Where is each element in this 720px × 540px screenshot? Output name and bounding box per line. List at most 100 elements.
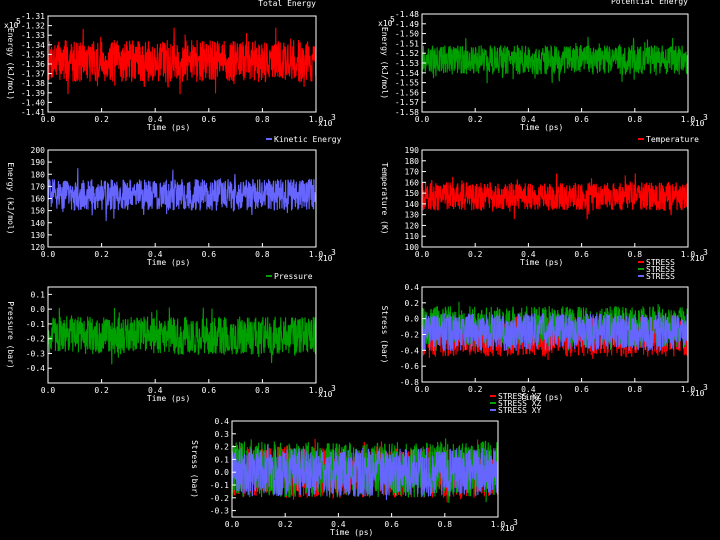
x-tick-label: 0.8 [255,115,270,124]
y-tick-label: 140 [405,200,420,209]
x-tick-label: 0.0 [415,385,430,394]
y-tick-label: 130 [405,211,420,220]
x-tick-label: 0.2 [94,115,109,124]
x-tick-label: 0.2 [468,115,483,124]
x-multiplier-exp: 3 [703,383,708,392]
y-tick-label: 0.0 [215,468,230,477]
y-axis-label: Energy (kJ/mol) [6,162,15,234]
y-tick-label: -1.31 [21,12,45,21]
x-tick-label: 0.8 [628,250,643,259]
y-tick-label: 0.0 [405,315,420,324]
x-axis-label: Time (ps) [330,528,373,537]
x-tick-label: 0.2 [94,250,109,259]
y-tick-label: -1.58 [395,108,419,117]
y-tick-label: -1.52 [395,49,419,58]
chart-7: 0.4 0.3 0.2 0.1 0.0 -0.1 -0.2 -0.3 0.0 0.2 0.4 0.6 0… [190,392,542,537]
x-tick-label: 0.4 [521,115,536,124]
y-tick-label: -0.1 [26,320,45,329]
y-tick-label: -1.57 [395,98,419,107]
x-tick-label: 0.4 [521,250,536,259]
plot-frame [231,420,499,518]
legend-entry: STRESS YZ [498,392,542,401]
legend-entry: STRESS XZ [498,399,542,408]
legend: Temperature [638,135,699,144]
y-tick-label: 170 [31,182,46,191]
x-axis-label: Time (ps) [520,123,563,132]
y-tick-label: 200 [31,146,46,155]
series-line-3 [231,444,499,501]
y-tick-label: 180 [31,170,46,179]
y-tick-label: 160 [405,178,420,187]
y-multiplier-label: x10 [378,19,393,28]
y-tick-label: 0.4 [215,417,230,426]
series-line-1 [421,36,689,84]
y-tick-label: -1.33 [21,31,45,40]
x-tick-label: 0.2 [468,250,483,259]
series-line-2 [421,301,689,352]
x-multiplier-exp: 3 [331,248,336,257]
x-axis-label: Time (ps) [147,258,190,267]
y-tick-label: -1.35 [21,50,45,59]
y-tick-label: -0.2 [400,331,419,340]
y-tick-label: 0.1 [31,290,46,299]
series-line-1 [47,168,317,222]
legend: Pressure [266,272,313,281]
y-axis-label: Energy (kJ/mol) [6,28,15,100]
chart-title: Total Energy [258,0,316,8]
x-multiplier-label: x10 [318,390,333,399]
y-tick-label: 180 [405,157,420,166]
x-tick-label: 0.6 [574,385,589,394]
y-tick-label: 170 [405,168,420,177]
y-tick-label: -0.6 [400,362,419,371]
x-tick-label: 0.8 [628,385,643,394]
x-tick-label: 0.0 [41,386,56,395]
x-tick-label: 0.6 [202,250,217,259]
y-tick-label: -1.55 [395,79,419,88]
y-tick-label: -1.34 [21,41,45,50]
x-tick-label: 0.0 [225,520,240,529]
y-tick-label: 0.3 [215,430,230,439]
x-multiplier-label: x10 [690,389,705,398]
x-tick-label: 0.8 [255,386,270,395]
series-line-1 [421,173,689,220]
x-tick-label: 0.6 [384,520,399,529]
x-tick-label: 0.6 [202,115,217,124]
legend-entry: STRESS [646,272,675,281]
legend-entry: Temperature [646,135,699,144]
series-line-3 [421,311,689,353]
y-axis-label: Stress (bar) [380,306,389,364]
series-line-1 [47,27,317,95]
x-axis-label: Time (ps) [520,393,563,402]
y-tick-label: -1.38 [21,79,45,88]
x-tick-label: 0.4 [521,385,536,394]
x-tick-label: 0.8 [255,250,270,259]
x-tick-label: 1.0 [681,250,696,259]
y-tick-label: 160 [31,195,46,204]
y-tick-label: -1.50 [395,30,419,39]
legend-entry: Pressure [274,272,313,281]
legend: Kinetic Energy [266,135,342,144]
legend-entry: STRESS [646,265,675,274]
x-tick-label: 0.8 [628,115,643,124]
x-multiplier-label: x10 [690,254,705,263]
x-multiplier-exp: 3 [331,384,336,393]
x-tick-label: 1.0 [309,386,324,395]
y-tick-label: -0.1 [210,481,229,490]
y-axis-label: Pressure (bar) [6,301,15,368]
x-multiplier-label: x10 [690,119,705,128]
x-tick-label: 0.8 [438,520,453,529]
y-axis-label: Energy (kJ/mol) [380,27,389,99]
x-axis-label: Time (ps) [147,123,190,132]
y-axis-label: Stress (bar) [190,440,199,498]
x-tick-label: 1.0 [309,250,324,259]
x-tick-label: 0.4 [331,520,346,529]
x-axis-label: Time (ps) [147,394,190,403]
plot-frame [47,286,317,384]
y-tick-label: 120 [405,221,420,230]
y-tick-label: 0.1 [215,455,230,464]
x-tick-label: 0.2 [278,520,293,529]
y-multiplier-exp: 5 [16,17,21,26]
